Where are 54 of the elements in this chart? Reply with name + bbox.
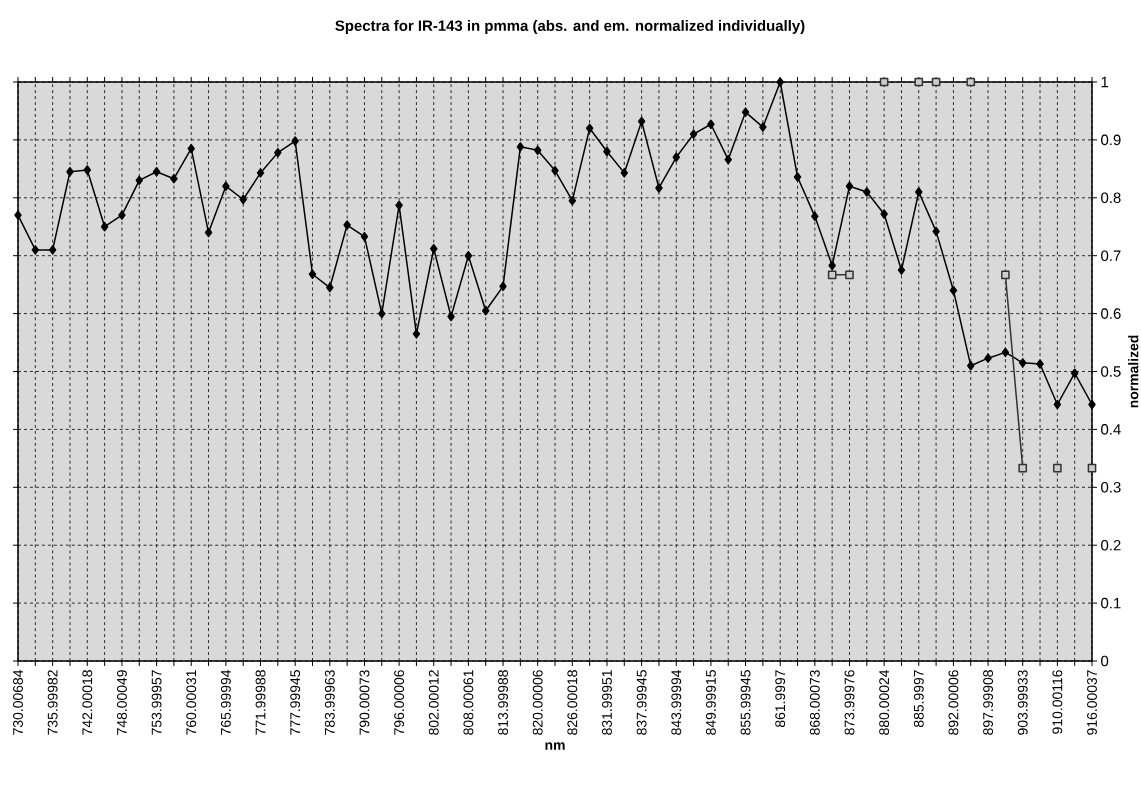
y-tick-label: 1 [1101,76,1109,88]
x-tick-label: 735.99982 [47,670,58,735]
point [845,270,854,280]
x-tick-label: 861.9997 [775,670,786,728]
x-tick-label: 903.99933 [1017,670,1028,735]
x-tick-label: 796.00006 [394,670,405,735]
x-tick-label: 897.99908 [983,670,994,735]
x-tick-label: 868.00073 [809,670,820,735]
x-tick-label: 820.00006 [532,670,543,735]
x-tick-label: 843.99994 [671,669,682,735]
y-tick-label: 0.1 [1101,597,1121,609]
x-tick-label: 748.00049 [116,670,127,735]
x-tick-label: 790.00073 [359,670,370,735]
point [1018,463,1028,473]
x-tick-label: 849.99915 [705,670,716,735]
x-tick-label: 813.99988 [498,670,508,735]
y-tick-label: 0.5 [1101,366,1121,377]
x-tick-label: 910.00116 [1052,670,1063,734]
x-tick-label: 777.99945 [290,670,301,735]
y-tick-label: 0.4 [1101,424,1121,435]
point [966,77,976,87]
x-tick-label: 873.99976 [844,670,855,735]
y-axis-title: normalized [1128,335,1139,408]
x-tick-label: 765.99994 [220,669,231,735]
x-tick-label: 885.9997 [913,670,924,728]
y-tick-label: 0.6 [1101,308,1121,319]
point [1053,463,1062,473]
x-tick-label: 742.00018 [82,670,93,735]
x-tick-label: 892.00006 [948,670,959,735]
x-tick-label: 802.00012 [428,670,439,735]
x-tick-label: 753.99957 [151,670,162,735]
y-tick-label: 0 [1101,655,1109,667]
point [914,77,924,87]
point [1001,270,1010,280]
y-tick-label: 0.8 [1101,192,1121,204]
chart-title: Spectra for IR-143 in pmma (abs. and em. normalized individually) [335,20,805,34]
y-tick-label: 0.2 [1101,539,1121,551]
x-tick-label: 771.99988 [255,670,266,735]
point [827,270,837,280]
y-tick-label: 0.3 [1101,482,1121,493]
x-tick-label: 760.00031 [186,670,197,735]
x-tick-label: 831.99951 [602,670,612,735]
x-axis-title: nm [545,742,565,750]
x-tick-label: 783.99963 [324,670,335,735]
x-tick-label: 880.00024 [879,669,890,735]
y-tick-label: 0.9 [1101,134,1121,146]
x-tick-label: 916.00037 [1087,670,1097,735]
x-tick-label: 730.00684 [13,669,23,735]
x-tick-label: 855.99945 [740,670,751,735]
x-tick-label: 826.00018 [567,670,578,735]
x-tick-label: 808.00061 [463,670,474,735]
x-tick-label: 837.99945 [636,670,647,735]
point [1087,463,1097,473]
y-tick-label: 0.7 [1101,250,1121,261]
